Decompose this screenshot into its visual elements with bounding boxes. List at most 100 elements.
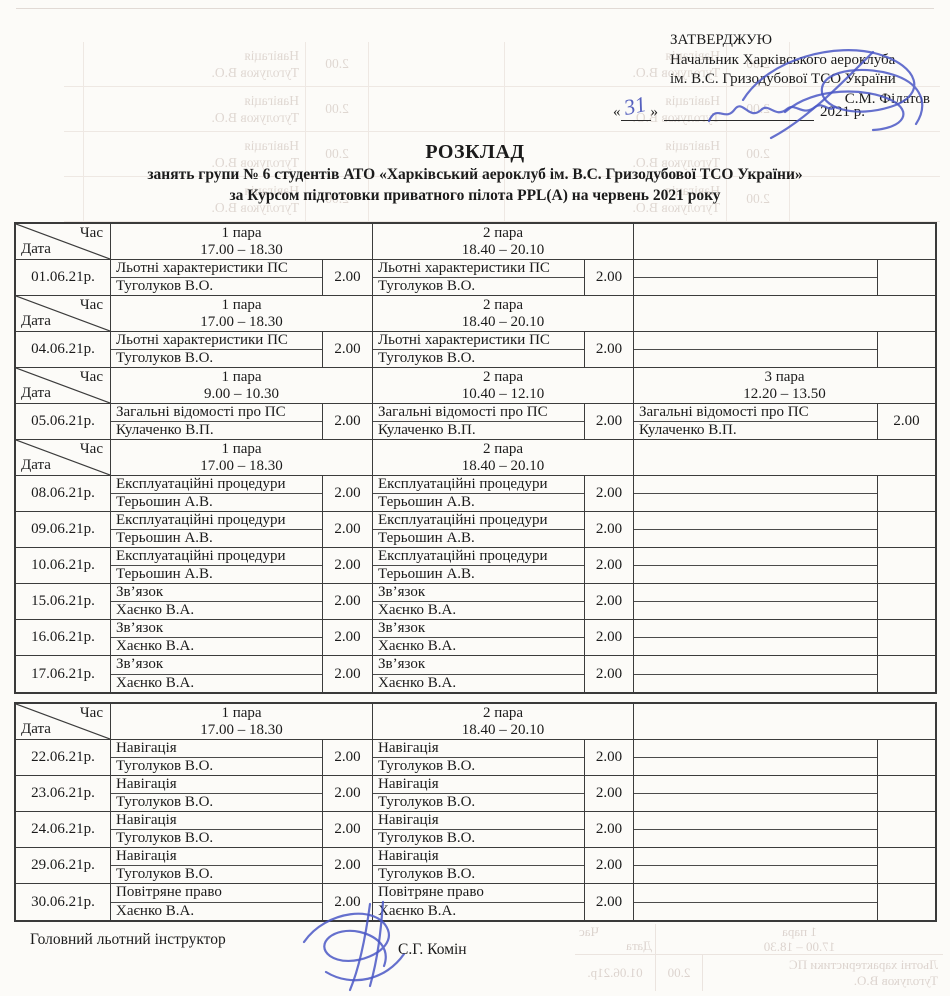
subject-label: Експлуатаційні процедури	[373, 512, 584, 530]
subject-label	[634, 584, 877, 602]
corner-date-label: Дата	[21, 457, 51, 473]
subject-cell: Навігація Туголуков В.О.	[111, 812, 323, 847]
subject-cell: Експлуатаційні процедури Терьошин А.В.	[373, 548, 585, 583]
subject-cell: Повітряне право Хаєнко В.А.	[111, 884, 323, 920]
instructor-label: Туголуков В.О.	[116, 830, 214, 846]
approval-date-line: « » 2021 р.	[613, 104, 865, 121]
hours-cell	[878, 656, 935, 692]
subject-label	[634, 740, 877, 758]
subject-cell	[634, 476, 878, 511]
time-range-label: 18.40 – 20.10	[461, 241, 545, 258]
hours-cell	[878, 884, 935, 920]
corner-time-label: Час	[79, 297, 103, 313]
subject-label	[634, 656, 877, 675]
time-range-label: 17.00 – 18.30	[200, 721, 283, 738]
bleed-data-row: Льотні характеристики ПС Туголуков В.О. …	[575, 955, 943, 991]
subject-cell: Експлуатаційні процедури Терьошин А.В.	[111, 512, 323, 547]
schedule-data-row: 08.06.21р. Експлуатаційні процедури Терьош…	[16, 476, 935, 512]
hours-cell: 2.00	[323, 404, 373, 439]
session-header-cell: 1 пара 17.00 – 18.30	[111, 440, 373, 475]
para-number-label: 1 пара	[221, 224, 262, 241]
subject-label: Експлуатаційні процедури	[111, 476, 322, 494]
corner-cell-time-date: Час Дата	[16, 224, 111, 259]
subject-cell: Експлуатаційні процедури Терьошин А.В.	[111, 548, 323, 583]
subject-cell	[634, 740, 878, 775]
subject-label: Зв’язок	[111, 620, 322, 638]
subject-cell	[634, 776, 878, 811]
instructor-label: Хаєнко В.А.	[378, 602, 457, 618]
session-header-cell	[634, 704, 935, 739]
instructor-label	[634, 830, 877, 847]
subject-label: Навігація	[111, 740, 322, 758]
subject-cell	[634, 512, 878, 547]
corner-date-label: Дата	[21, 385, 51, 401]
para-number-label: 1 пара	[221, 368, 262, 385]
hours-cell: 2.00	[585, 740, 634, 775]
para-number-label: 3 пара	[764, 368, 805, 385]
instructor-label: Терьошин А.В.	[116, 494, 213, 510]
subject-label	[634, 548, 877, 566]
year-label: 2021 р.	[820, 104, 865, 120]
bleed-corner-date: Дата	[626, 938, 652, 953]
approval-block: ЗАТВЕРДЖУЮ Начальник Харківського аерокл…	[670, 31, 934, 109]
session-header-cell: 2 пара 18.40 – 20.10	[373, 224, 634, 259]
corner-date-label: Дата	[21, 241, 51, 257]
subject-cell: Експлуатаційні процедури Терьошин А.В.	[373, 476, 585, 511]
hours-cell: 2.00	[323, 848, 373, 883]
subject-label: Експлуатаційні процедури	[111, 548, 322, 566]
para-number-label: 2 пара	[482, 296, 524, 313]
date-cell: 01.06.21р.	[16, 260, 111, 295]
subject-label	[634, 260, 877, 278]
session-header-cell: 2 пара 18.40 – 20.10	[373, 296, 634, 331]
subject-label	[634, 332, 877, 350]
bleed-para-label: 1 пара 17.00 – 18.30	[656, 924, 943, 954]
subject-label: Зв’язок	[373, 584, 584, 602]
subject-label: Зв’язок	[373, 620, 584, 638]
subject-cell: Навігація Туголуков В.О.	[373, 848, 585, 883]
schedule-table-june-1: Час Дата 1 пара 17.00 – 18.30 2 пара 18.40 – …	[14, 222, 937, 694]
corner-cell-time-date: Час Дата	[16, 368, 111, 403]
footer-instructor-name: С.Г. Комін	[398, 941, 467, 958]
bleed-subject: Льотні характеристики ПС	[789, 957, 938, 972]
subject-label: Загальні відомості про ПС	[634, 404, 877, 422]
instructor-label: Терьошин А.В.	[116, 530, 213, 546]
subject-label: Навігація	[111, 776, 322, 794]
subject-cell: Експлуатаційні процедури Терьошин А.В.	[111, 476, 323, 511]
subject-label: Зв’язок	[111, 584, 322, 602]
para-number-label: 1 пара	[221, 296, 262, 313]
time-range-label: 17.00 – 18.30	[200, 313, 283, 330]
session-header-cell: 1 пара 17.00 – 18.30	[111, 224, 373, 259]
subject-cell: Зв’язок Хаєнко В.А.	[373, 584, 585, 619]
schedule-data-row: 22.06.21р. Навігація Туголуков В.О. 2.00 Нав…	[16, 740, 935, 776]
doc-title: РОЗКЛАД	[425, 141, 525, 163]
time-range-label: 17.00 – 18.30	[200, 457, 283, 474]
hours-cell: 2.00	[585, 584, 634, 619]
para-number-label: 1 пара	[221, 440, 262, 457]
hours-cell	[878, 584, 935, 619]
subject-cell: Льотні характеристики ПС Туголуков В.О.	[111, 260, 323, 295]
instructor-label: Терьошин А.В.	[116, 566, 213, 582]
date-cell: 05.06.21р.	[16, 404, 111, 439]
hours-cell: 2.00	[323, 260, 373, 295]
subject-label: Експлуатаційні процедури	[373, 548, 584, 566]
hours-cell	[878, 332, 935, 367]
schedule-data-row: 16.06.21р. Зв’язок Хаєнко В.А. 2.00 Зв’язок Х…	[16, 620, 935, 656]
subject-cell: Зв’язок Хаєнко В.А.	[373, 656, 585, 692]
bleed-hours: 2.00	[305, 87, 369, 131]
hours-cell: 2.00	[323, 476, 373, 511]
bleed-subject-cell: Навігація Туголуков В.О.	[83, 42, 305, 86]
subject-label	[634, 884, 877, 903]
instructor-label: Туголуков В.О.	[378, 278, 476, 294]
handwritten-day: 31	[621, 90, 649, 121]
subject-cell: Зв’язок Хаєнко В.А.	[111, 584, 323, 619]
quote-open: «	[613, 104, 621, 120]
instructor-label: Терьошин А.В.	[378, 566, 475, 582]
subject-label: Експлуатаційні процедури	[373, 476, 584, 494]
instructor-label: Кулаченко В.П.	[116, 422, 214, 438]
instructor-label	[634, 758, 877, 775]
subject-label: Експлуатаційні процедури	[111, 512, 322, 530]
subject-cell: Навігація Туголуков В.О.	[373, 776, 585, 811]
session-header-cell: 1 пара 17.00 – 18.30	[111, 296, 373, 331]
instructor-label: Хаєнко В.А.	[378, 902, 457, 919]
hours-cell: 2.00	[323, 332, 373, 367]
